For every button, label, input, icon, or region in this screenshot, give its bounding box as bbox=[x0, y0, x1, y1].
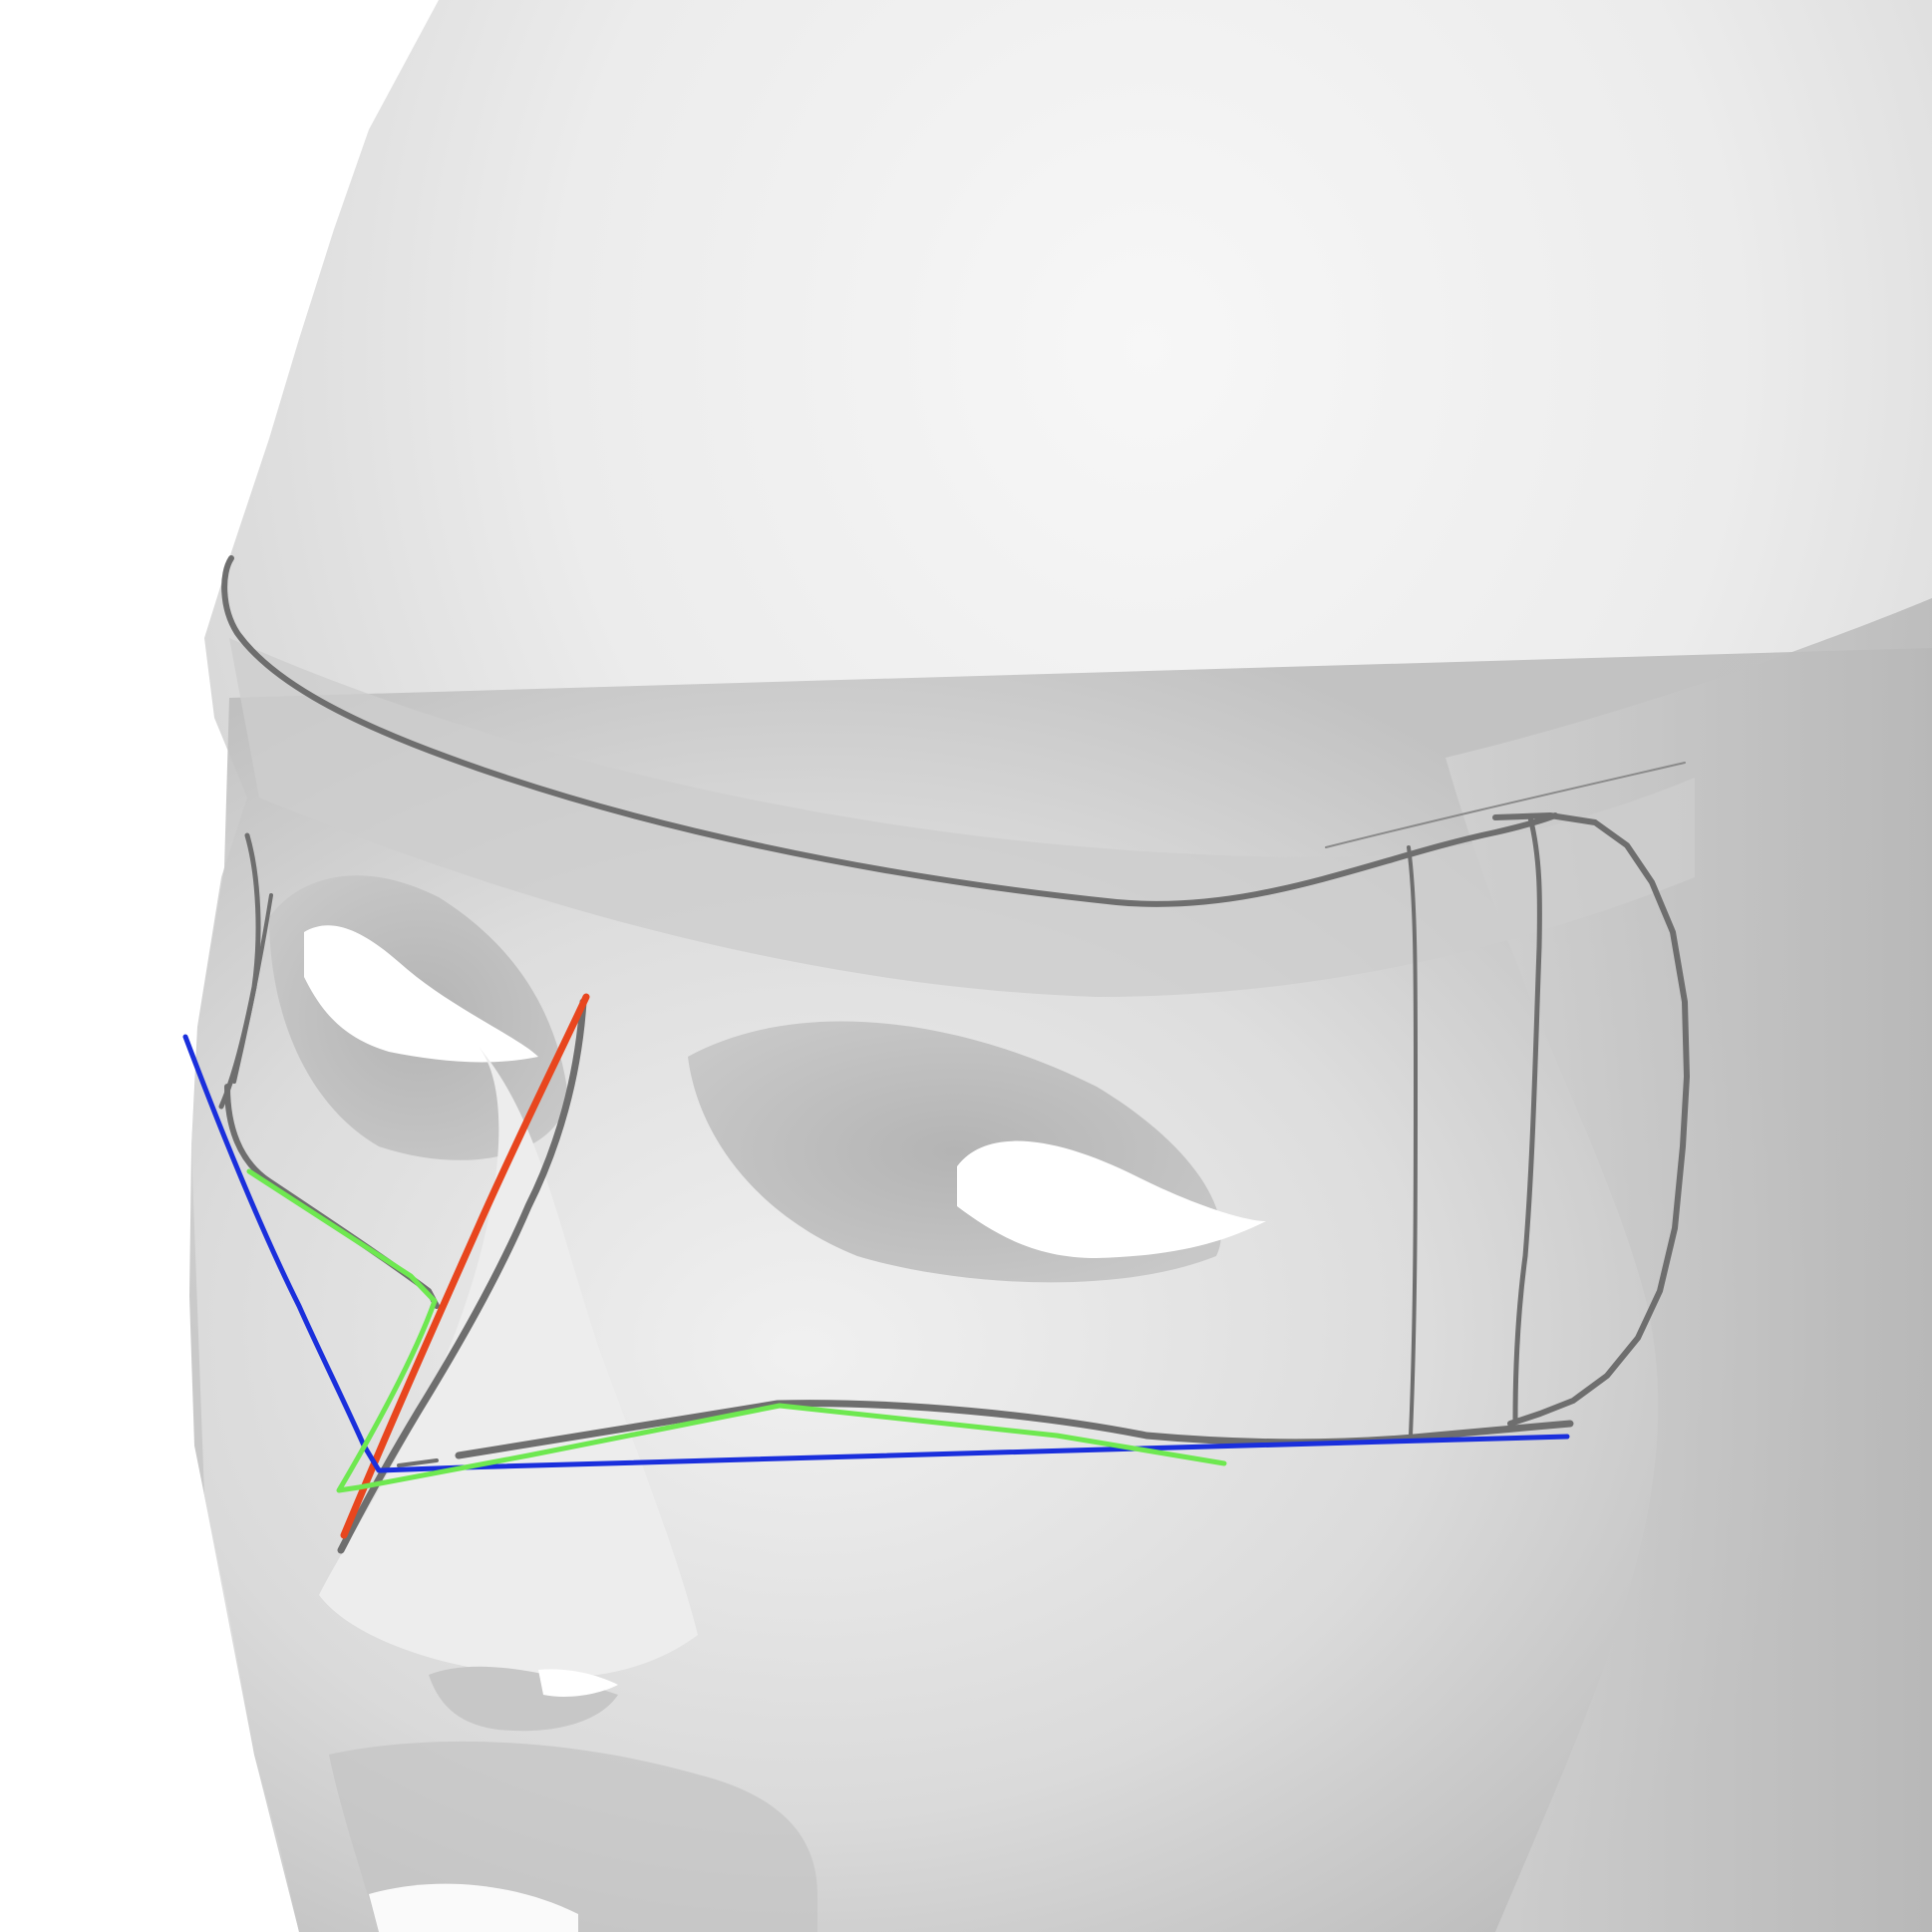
headband-highlight-line bbox=[1325, 762, 1686, 848]
axis-lines bbox=[182, 993, 1570, 1539]
nose-surface bbox=[319, 1047, 698, 1678]
lip-highlight bbox=[369, 1883, 578, 1932]
head-mesh bbox=[189, 0, 1932, 1932]
side-panel-divider-1 bbox=[1407, 845, 1418, 1438]
right-side-shading bbox=[1446, 598, 1932, 1932]
red-axis-line bbox=[340, 993, 590, 1539]
side-panel-divider-2 bbox=[1512, 814, 1542, 1424]
brow-shadow bbox=[229, 638, 1695, 997]
frame-nose-bar bbox=[337, 998, 587, 1554]
blue-axis-line bbox=[182, 1034, 1570, 1473]
headband-outline bbox=[218, 555, 1686, 1110]
side-panel-outline bbox=[1407, 812, 1690, 1438]
frame-lower-tick bbox=[397, 1458, 439, 1467]
left-eye-highlight bbox=[304, 925, 538, 1063]
headband-left-strap-inner bbox=[232, 893, 273, 1084]
nostril-highlight bbox=[538, 1669, 618, 1697]
right-eye-highlight bbox=[957, 1140, 1266, 1258]
side-panel-outer bbox=[1492, 812, 1690, 1427]
green-axis-line bbox=[246, 1168, 1227, 1493]
headband-upper-edge bbox=[221, 555, 1558, 907]
